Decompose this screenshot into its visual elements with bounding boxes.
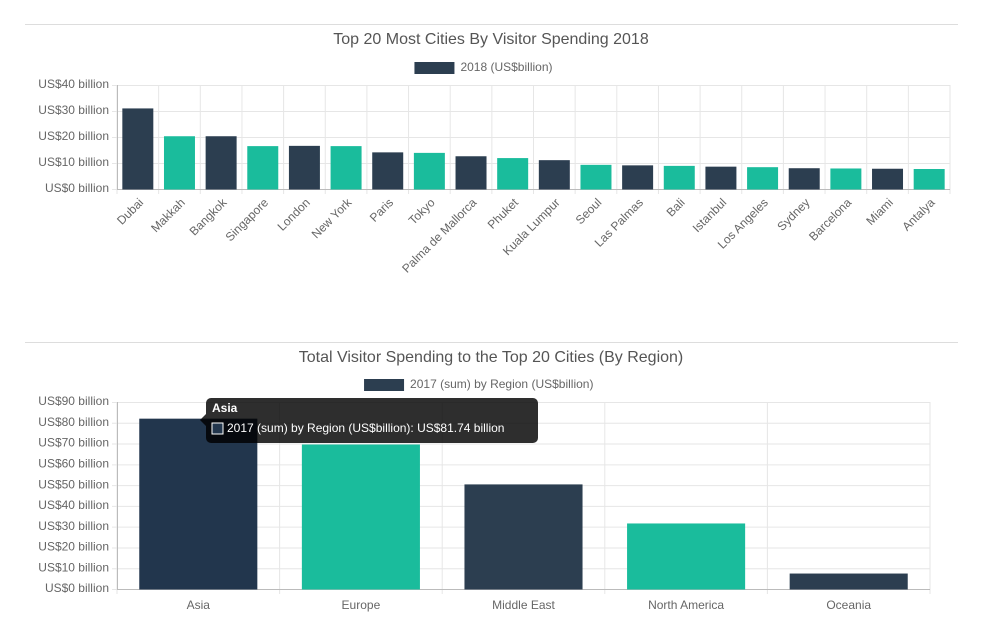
bar <box>538 160 570 190</box>
tooltip-box <box>200 398 538 443</box>
x-tick-label: Palma de Mallorca <box>399 195 479 275</box>
x-tick-label: Miami <box>863 195 896 228</box>
bar <box>372 152 404 190</box>
legend-swatch <box>364 379 405 391</box>
y-tick-label: US$80 billion <box>38 415 109 429</box>
y-tick-label: US$30 billion <box>38 103 109 117</box>
bar <box>247 146 279 190</box>
legend-label: 2018 (US$billion) <box>460 60 552 74</box>
bar <box>747 167 779 190</box>
x-tick-label: Seoul <box>573 195 605 227</box>
bar <box>413 152 445 190</box>
y-tick-label: US$0 billion <box>45 581 109 595</box>
bar <box>627 523 746 590</box>
x-tick-label: Makkah <box>148 195 188 235</box>
bar <box>163 136 195 190</box>
bar <box>580 164 612 190</box>
y-tick-label: US$90 billion <box>38 394 109 408</box>
x-tick-label: Middle East <box>492 598 555 612</box>
chart-title: Top 20 Most Cities By Visitor Spending 2… <box>333 31 649 48</box>
tooltip-title: Asia <box>212 401 238 415</box>
bar <box>789 573 908 590</box>
x-tick-label: Antalya <box>899 195 937 233</box>
bar <box>464 484 583 590</box>
chart-title: Total Visitor Spending to the Top 20 Cit… <box>299 349 684 366</box>
x-tick-label: Tokyo <box>406 195 438 227</box>
y-tick-label: US$40 billion <box>38 498 109 512</box>
bar <box>872 168 904 190</box>
bar <box>205 136 237 190</box>
y-tick-label: US$70 billion <box>38 436 109 450</box>
y-tick-label: US$50 billion <box>38 477 109 491</box>
bar <box>122 108 154 190</box>
x-tick-label: Singapore <box>223 195 272 244</box>
y-tick-label: US$40 billion <box>38 77 109 91</box>
bar <box>330 146 362 190</box>
legend-swatch <box>414 62 455 74</box>
bar <box>455 156 487 190</box>
x-tick-label: Asia <box>187 598 211 612</box>
bar <box>705 166 737 190</box>
x-tick-label: Istanbul <box>690 195 730 235</box>
tooltip-swatch <box>211 422 224 435</box>
y-tick-label: US$0 billion <box>45 181 109 195</box>
bar <box>830 168 862 190</box>
y-tick-label: US$60 billion <box>38 457 109 471</box>
x-tick-label: Paris <box>367 195 396 224</box>
x-tick-label: Phuket <box>485 195 522 232</box>
bar <box>788 168 820 190</box>
x-tick-label: Dubai <box>114 195 146 227</box>
x-tick-label: New York <box>309 195 355 241</box>
bar <box>139 418 258 590</box>
bar <box>301 444 420 590</box>
y-tick-label: US$30 billion <box>38 519 109 533</box>
bar <box>622 165 654 190</box>
y-tick-label: US$10 billion <box>38 155 109 169</box>
bar <box>913 169 945 190</box>
tooltip-text: 2017 (sum) by Region (US$billion): US$81… <box>227 421 504 435</box>
x-tick-label: Bali <box>664 195 688 219</box>
x-tick-label: Oceania <box>826 598 871 612</box>
x-tick-label: Europe <box>342 598 381 612</box>
x-tick-label: Sydney <box>774 195 812 233</box>
y-tick-label: US$20 billion <box>38 540 109 554</box>
y-tick-label: US$20 billion <box>38 129 109 143</box>
x-tick-label: London <box>275 195 313 233</box>
legend-label: 2017 (sum) by Region (US$billion) <box>410 377 593 391</box>
bar <box>288 145 320 190</box>
x-tick-label: Barcelona <box>806 195 854 243</box>
bar <box>497 158 529 190</box>
x-tick-label: North America <box>648 598 724 612</box>
y-tick-label: US$10 billion <box>38 560 109 574</box>
bar <box>663 165 695 190</box>
